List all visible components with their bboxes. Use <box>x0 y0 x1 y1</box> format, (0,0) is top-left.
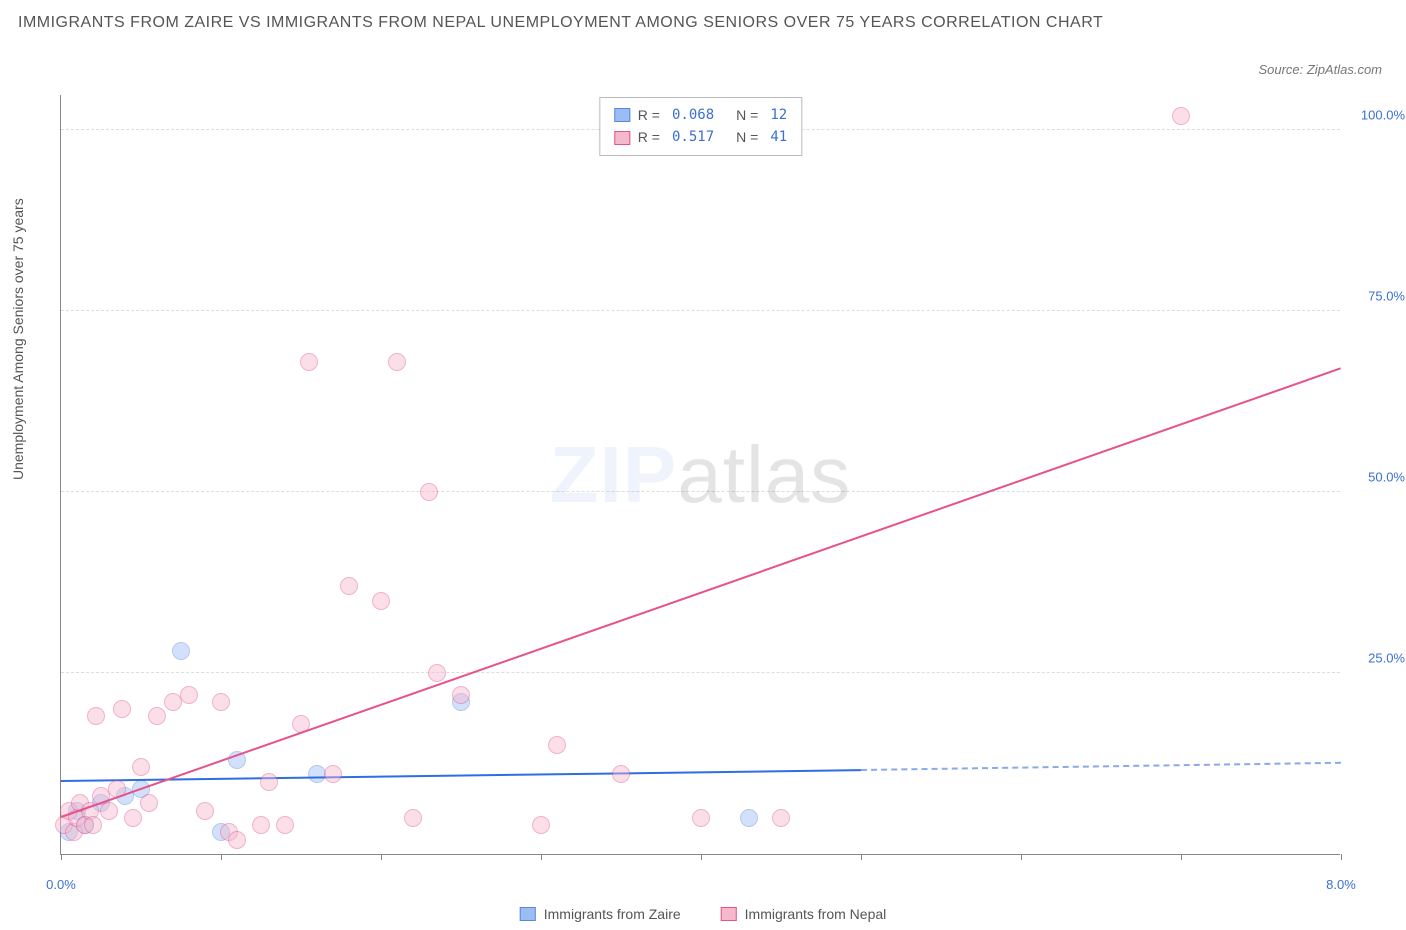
legend-n-value: 12 <box>770 104 787 126</box>
data-point <box>113 700 131 718</box>
data-point <box>140 794 158 812</box>
data-point <box>532 816 550 834</box>
data-point <box>132 758 150 776</box>
data-point <box>420 483 438 501</box>
x-tick <box>61 854 62 860</box>
series-legend: Immigrants from Zaire Immigrants from Nep… <box>520 906 887 922</box>
x-tick <box>221 854 222 860</box>
trend-line <box>61 367 1342 818</box>
data-point <box>212 693 230 711</box>
correlation-legend: R = 0.068 N = 12 R = 0.517 N = 41 <box>599 97 802 156</box>
data-point <box>404 809 422 827</box>
data-point <box>1172 107 1190 125</box>
data-point <box>84 816 102 834</box>
legend-item: Immigrants from Nepal <box>721 906 887 922</box>
data-point <box>340 577 358 595</box>
legend-swatch <box>520 907 536 921</box>
y-tick-label: 100.0% <box>1361 108 1405 123</box>
x-tick <box>541 854 542 860</box>
chart-title: IMMIGRANTS FROM ZAIRE VS IMMIGRANTS FROM… <box>18 10 1103 36</box>
data-point <box>228 831 246 849</box>
y-axis-label: Unemployment Among Seniors over 75 years <box>10 198 26 480</box>
legend-n-value: 41 <box>770 126 787 148</box>
x-tick <box>381 854 382 860</box>
legend-r-label: R = <box>638 104 660 126</box>
gridline <box>61 310 1340 311</box>
legend-n-label: N = <box>736 126 758 148</box>
data-point <box>692 809 710 827</box>
legend-n-label: N = <box>736 104 758 126</box>
data-point <box>388 353 406 371</box>
data-point <box>260 773 278 791</box>
x-tick <box>1341 854 1342 860</box>
data-point <box>172 642 190 660</box>
legend-series-name: Immigrants from Nepal <box>745 906 887 922</box>
legend-swatch <box>721 907 737 921</box>
watermark: ZIPatlas <box>550 429 851 521</box>
source-label: Source: ZipAtlas.com <box>1258 62 1382 77</box>
data-point <box>612 765 630 783</box>
data-point <box>548 736 566 754</box>
data-point <box>148 707 166 725</box>
legend-swatch <box>614 131 630 145</box>
chart-plot-area: ZIPatlas R =0.068N =12R =0.517N =41 25.0… <box>60 95 1340 855</box>
data-point <box>276 816 294 834</box>
legend-row: R = 0.517 N = 41 <box>614 126 787 148</box>
legend-r-value: 0.068 <box>672 104 714 126</box>
data-point <box>372 592 390 610</box>
legend-r-label: R = <box>638 126 660 148</box>
data-point <box>300 353 318 371</box>
legend-row: R = 0.068 N = 12 <box>614 104 787 126</box>
legend-series-name: Immigrants from Zaire <box>544 906 681 922</box>
legend-r-value: 0.517 <box>672 126 714 148</box>
data-point <box>324 765 342 783</box>
y-tick-label: 75.0% <box>1368 289 1405 304</box>
data-point <box>428 664 446 682</box>
data-point <box>180 686 198 704</box>
legend-item: Immigrants from Zaire <box>520 906 681 922</box>
data-point <box>100 802 118 820</box>
data-point <box>252 816 270 834</box>
x-tick <box>861 854 862 860</box>
x-tick <box>701 854 702 860</box>
x-tick <box>1021 854 1022 860</box>
x-tick-label: 8.0% <box>1326 877 1356 892</box>
trend-line <box>861 762 1341 771</box>
gridline <box>61 491 1340 492</box>
data-point <box>772 809 790 827</box>
gridline <box>61 672 1340 673</box>
x-tick-label: 0.0% <box>46 877 76 892</box>
data-point <box>740 809 758 827</box>
legend-swatch <box>614 108 630 122</box>
data-point <box>124 809 142 827</box>
data-point <box>87 707 105 725</box>
data-point <box>452 686 470 704</box>
x-tick <box>1181 854 1182 860</box>
y-tick-label: 25.0% <box>1368 651 1405 666</box>
y-tick-label: 50.0% <box>1368 470 1405 485</box>
data-point <box>196 802 214 820</box>
